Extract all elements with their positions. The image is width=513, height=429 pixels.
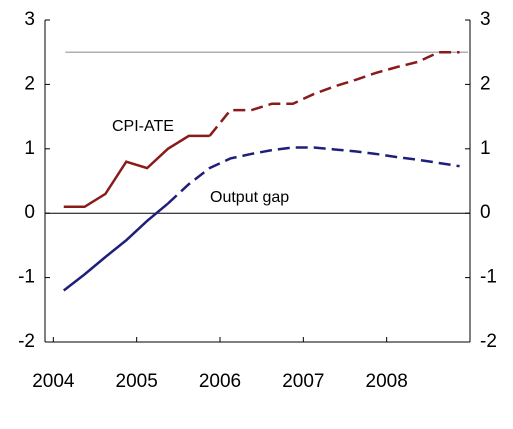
projection-line bbox=[167, 146, 460, 205]
x-tick-label: 2004 bbox=[32, 371, 75, 392]
series-label: Output gap bbox=[210, 189, 289, 206]
y2-tick-label: 2 bbox=[480, 73, 491, 94]
series-line bbox=[63, 134, 210, 209]
y2-tick-label: 3 bbox=[480, 9, 491, 30]
y-tick-label: -2 bbox=[18, 331, 35, 352]
y2-tick-label: 1 bbox=[480, 138, 491, 159]
y2-tick-label: -1 bbox=[480, 267, 497, 288]
x-tick-label: 2006 bbox=[199, 371, 241, 392]
series-label: CPI-ATE bbox=[112, 118, 174, 135]
y2-tick-label: 0 bbox=[480, 202, 491, 223]
y-tick-label: -1 bbox=[18, 267, 35, 288]
y-tick-label: 2 bbox=[24, 73, 35, 94]
x-tick-label: 2005 bbox=[116, 371, 158, 392]
y-tick-label: 3 bbox=[24, 9, 35, 30]
x-tick-label: 2008 bbox=[366, 371, 408, 392]
y2-tick-label: -2 bbox=[480, 331, 497, 352]
y-tick-label: 0 bbox=[24, 202, 35, 223]
projection-line bbox=[208, 50, 460, 137]
x-tick-label: 2007 bbox=[282, 371, 324, 392]
series-line bbox=[62, 202, 169, 292]
y-tick-label: 1 bbox=[24, 138, 35, 159]
